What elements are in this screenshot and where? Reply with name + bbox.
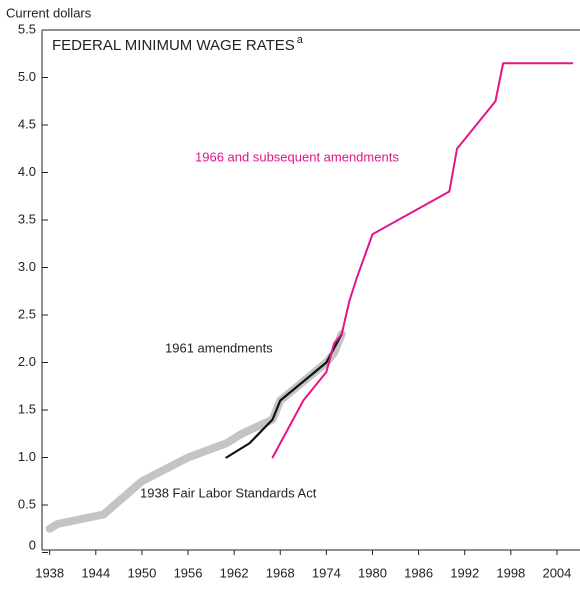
x-tick-label: 1950 — [127, 565, 156, 580]
x-tick-label: 1986 — [404, 565, 433, 580]
series-line — [271, 62, 574, 459]
x-tick-label: 1968 — [266, 565, 295, 580]
y-tick-label: 3.5 — [18, 211, 36, 226]
x-tick-label: 1944 — [81, 565, 110, 580]
series-label: 1961 amendments — [165, 340, 273, 355]
x-tick-label: 1974 — [312, 565, 341, 580]
x-tick-label: 1980 — [358, 565, 387, 580]
chart-title: FEDERAL MINIMUM WAGE RATES — [52, 37, 295, 54]
series-label: 1938 Fair Labor Standards Act — [140, 485, 317, 500]
title-note: a — [297, 34, 304, 46]
y-tick-label: 5.0 — [18, 69, 36, 84]
x-tick-label: 1998 — [496, 565, 525, 580]
y-tick-label: 0 — [29, 537, 36, 552]
y-tick-label: 4.0 — [18, 164, 36, 179]
y-tick-label: 1.0 — [18, 449, 36, 464]
x-tick-label: 1962 — [220, 565, 249, 580]
x-tick-label: 2004 — [542, 565, 571, 580]
y-tick-label: 3.0 — [18, 259, 36, 274]
y-tick-label: 2.0 — [18, 354, 36, 369]
series-line — [225, 332, 343, 459]
x-tick-label: 1992 — [450, 565, 479, 580]
y-tick-label: 5.5 — [18, 21, 36, 36]
y-tick-label: 2.5 — [18, 306, 36, 321]
y-tick-label: 0.5 — [18, 496, 36, 511]
y-axis-label: Current dollars — [6, 5, 92, 20]
y-tick-label: 1.5 — [18, 401, 36, 416]
x-tick-label: 1956 — [174, 565, 203, 580]
y-tick-label: 4.5 — [18, 116, 36, 131]
series-label: 1966 and subsequent amendments — [195, 149, 399, 164]
x-tick-label: 1938 — [35, 565, 64, 580]
